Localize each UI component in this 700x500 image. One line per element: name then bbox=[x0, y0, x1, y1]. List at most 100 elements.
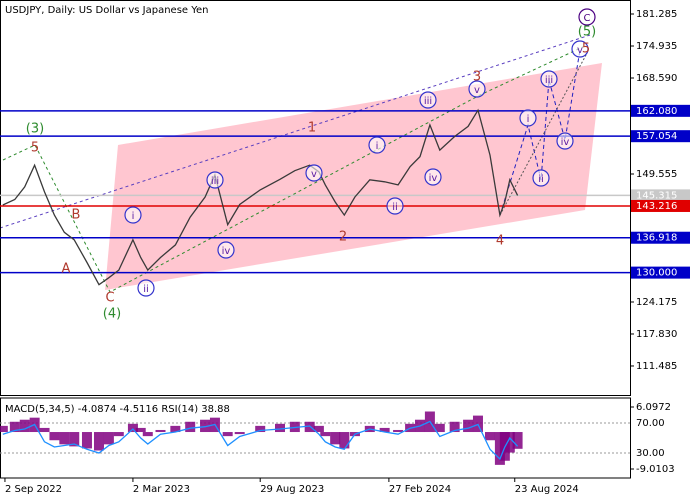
wave-circle bbox=[468, 80, 486, 98]
wave-label: iii bbox=[424, 96, 432, 107]
wave-circle bbox=[424, 168, 442, 186]
wave-circle bbox=[137, 279, 155, 297]
wave-circle bbox=[305, 164, 323, 182]
level-label: 162.080 bbox=[636, 106, 677, 117]
wave-label: i bbox=[132, 211, 135, 222]
wave-circle bbox=[571, 40, 589, 58]
level-label: 130.000 bbox=[636, 268, 677, 279]
channel bbox=[105, 63, 602, 290]
macd-bar bbox=[485, 432, 495, 441]
level-box bbox=[631, 104, 690, 117]
wave-label: iv bbox=[222, 246, 231, 257]
wave-circle bbox=[386, 197, 404, 215]
macd-bar bbox=[81, 432, 92, 449]
wave-label: C bbox=[584, 13, 591, 24]
y-tick-label: 149.555 bbox=[636, 169, 677, 180]
macd-bar bbox=[434, 423, 445, 433]
macd-bar bbox=[234, 432, 245, 435]
wave-label: 4 bbox=[496, 234, 504, 249]
x-tick-label: 23 Aug 2024 bbox=[515, 484, 579, 495]
level-box bbox=[631, 189, 690, 202]
y-tick-label: 124.175 bbox=[636, 297, 677, 308]
macd-bar bbox=[313, 425, 324, 433]
wave-label: iii bbox=[545, 75, 553, 86]
wave-label: ii bbox=[538, 174, 544, 185]
y-tick-label: 111.485 bbox=[636, 361, 677, 372]
macd-bar bbox=[255, 425, 266, 433]
macd-bar bbox=[0, 425, 8, 433]
wave-label: v bbox=[311, 169, 317, 180]
y2-tick-label: 70.00 bbox=[636, 418, 665, 429]
wave-label: v bbox=[577, 45, 583, 56]
macd-bar bbox=[93, 432, 104, 451]
level-box bbox=[631, 231, 690, 244]
level-label: 157.054 bbox=[636, 131, 677, 142]
macd-bar bbox=[304, 421, 315, 433]
x-tick-label: 2 Sep 2022 bbox=[5, 484, 62, 495]
level-box bbox=[631, 266, 690, 279]
macd-bar bbox=[19, 419, 30, 433]
wave-label: iv bbox=[561, 137, 570, 148]
macd-bar bbox=[49, 432, 60, 441]
level-label: 145.315 bbox=[636, 190, 677, 201]
macd-bar bbox=[449, 421, 460, 433]
macd-bar bbox=[155, 429, 166, 433]
macd-bar bbox=[135, 427, 146, 433]
plot-frame bbox=[0, 0, 631, 396]
macd-bar bbox=[463, 419, 474, 433]
macd-bar bbox=[504, 432, 515, 453]
wave-label: iii bbox=[211, 176, 219, 187]
macd-bar bbox=[59, 432, 70, 445]
x-tick-label: 2 Mar 2023 bbox=[133, 484, 190, 495]
macd-bar bbox=[512, 432, 523, 449]
wave-circle bbox=[540, 70, 558, 88]
y-tick-label: 181.285 bbox=[636, 9, 677, 20]
wave-label: (5) bbox=[578, 25, 596, 40]
wave-label: ii bbox=[392, 202, 398, 213]
macd-bar bbox=[222, 432, 233, 437]
y2-tick-label: 30.00 bbox=[636, 448, 665, 459]
macd-bar bbox=[185, 421, 196, 433]
price-line bbox=[2, 108, 519, 286]
wave-label: (4) bbox=[103, 307, 121, 322]
macd-bar bbox=[103, 432, 114, 445]
level-label: 143.216 bbox=[636, 201, 677, 212]
macd-bar bbox=[275, 423, 285, 433]
x-tick-label: 27 Feb 2024 bbox=[389, 484, 451, 495]
projection bbox=[499, 49, 581, 216]
macd-bar bbox=[127, 423, 138, 433]
macd-bar bbox=[142, 432, 153, 437]
macd-bar bbox=[393, 429, 404, 433]
wave-label: 1 bbox=[308, 121, 316, 136]
level-box bbox=[631, 199, 690, 212]
wave-circle bbox=[578, 8, 596, 26]
wave-circle bbox=[206, 171, 224, 189]
y-tick-label: 6.0972 bbox=[636, 402, 671, 413]
wave-label: 5 bbox=[31, 141, 39, 156]
wave-label: A bbox=[62, 262, 71, 277]
x-tick-label: 29 Aug 2023 bbox=[260, 484, 324, 495]
macd-bar bbox=[320, 432, 331, 437]
wave-label: (3) bbox=[26, 122, 44, 137]
wave-circle bbox=[368, 136, 386, 154]
y-tick-label: 168.590 bbox=[636, 73, 677, 84]
level-label: 136.918 bbox=[636, 233, 677, 244]
macd-bar bbox=[69, 432, 80, 447]
wave-label: i bbox=[376, 141, 379, 152]
macd-bar bbox=[339, 432, 350, 449]
wave-circle bbox=[556, 132, 574, 150]
macd-bar bbox=[379, 427, 390, 433]
macd-bar bbox=[170, 425, 181, 433]
wave-label: iv bbox=[429, 173, 438, 184]
wave-circle bbox=[419, 91, 437, 109]
indicator-frame bbox=[0, 397, 631, 479]
wave-path bbox=[2, 44, 588, 293]
chart-title: USDJPY, Daily: US Dollar vs Japanese Yen bbox=[5, 5, 209, 16]
wave-label: C bbox=[105, 291, 114, 306]
rsi-line bbox=[2, 420, 519, 461]
wave-label: i bbox=[527, 114, 530, 125]
wave-circle bbox=[532, 169, 550, 187]
wave-label: ii bbox=[143, 284, 149, 295]
